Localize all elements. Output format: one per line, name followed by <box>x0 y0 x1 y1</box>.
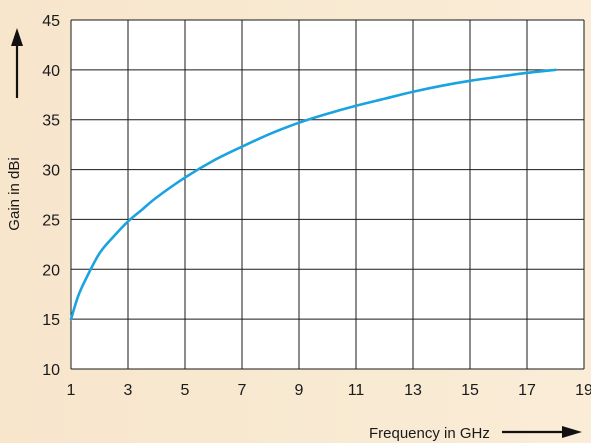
x-tick-label-13: 13 <box>404 382 422 399</box>
x-tick-label-3: 3 <box>124 382 133 399</box>
x-axis-arrow-icon <box>502 426 582 438</box>
y-tick-label-35: 35 <box>42 113 60 130</box>
y-tick-label-45: 45 <box>42 13 60 30</box>
grid-lines <box>70 19 585 370</box>
x-tick-label-19: 19 <box>575 382 591 399</box>
y-axis-arrow-icon <box>11 28 23 98</box>
y-tick-labels: 10 15 20 25 30 35 40 45 <box>42 13 60 379</box>
x-tick-label-11: 11 <box>348 382 365 399</box>
x-axis-title: Frequency in GHz <box>369 425 490 442</box>
series-layer <box>69 68 557 321</box>
plot-area <box>71 20 584 369</box>
x-tick-label-1: 1 <box>67 382 76 399</box>
x-tick-label-15: 15 <box>461 382 479 399</box>
y-tick-label-10: 10 <box>42 362 60 379</box>
y-tick-label-30: 30 <box>42 163 60 180</box>
y-tick-label-25: 25 <box>42 212 60 229</box>
x-tick-label-5: 5 <box>181 382 190 399</box>
series-line-0 <box>69 68 557 321</box>
y-tick-label-15: 15 <box>42 312 60 329</box>
x-tick-label-7: 7 <box>238 382 247 399</box>
x-tick-label-17: 17 <box>518 382 536 399</box>
y-tick-label-20: 20 <box>42 262 60 279</box>
x-tick-label-9: 9 <box>295 382 304 399</box>
x-tick-labels: 1 3 5 7 9 11 13 15 17 19 <box>67 382 591 399</box>
y-tick-label-40: 40 <box>42 63 60 80</box>
y-axis-title: Gain in dBi <box>6 157 23 230</box>
